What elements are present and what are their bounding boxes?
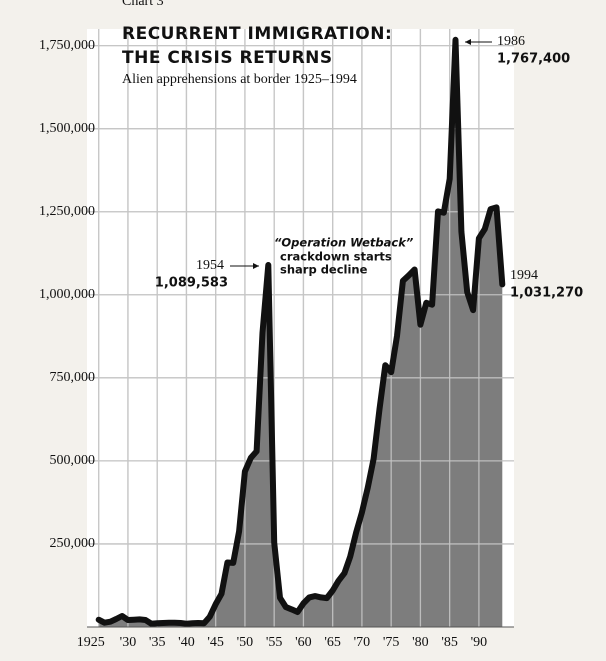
line bbox=[95, 36, 506, 627]
x-tick-label: '45 bbox=[207, 635, 224, 650]
x-tick-label: '65 bbox=[324, 635, 341, 650]
x-tick-label: '80 bbox=[412, 635, 429, 650]
x-tick-label: '50 bbox=[237, 635, 254, 650]
x-tick-label: '30 bbox=[120, 635, 137, 650]
chart-title: RECURRENT IMMIGRATION: bbox=[122, 24, 392, 44]
arrowhead bbox=[465, 39, 471, 45]
annotation-value: 1,089,583 bbox=[155, 276, 228, 291]
y-tick-label: 1,500,000 bbox=[39, 121, 95, 136]
chart-subtitle: Alien apprehensions at border 1925–1994 bbox=[122, 72, 357, 87]
x-tick-label: '85 bbox=[441, 635, 458, 650]
x-tick-label: '55 bbox=[266, 635, 283, 650]
x-tick-label: '90 bbox=[471, 635, 488, 650]
annotation-note: crackdown starts bbox=[280, 250, 392, 264]
arrowhead bbox=[253, 263, 259, 269]
x-tick-label: '70 bbox=[354, 635, 371, 650]
annotation-year: 1986 bbox=[497, 34, 525, 49]
y-tick-label: 750,000 bbox=[50, 370, 96, 385]
area bbox=[98, 39, 503, 628]
y-tick-label: 1,000,000 bbox=[39, 287, 95, 302]
chart-header: Chart 3 bbox=[122, 0, 164, 9]
y-tick-label: 1,750,000 bbox=[39, 38, 95, 53]
x-tick-label: 1925 bbox=[77, 635, 105, 650]
x-tick-label: '35 bbox=[149, 635, 166, 650]
annotation-note: “Operation Wetback” bbox=[274, 236, 414, 250]
y-tick-label: 1,250,000 bbox=[39, 204, 95, 219]
x-tick-label: '60 bbox=[295, 635, 312, 650]
annotation-year: 1954 bbox=[196, 258, 224, 273]
annotation-value: 1,767,400 bbox=[497, 52, 570, 67]
annotation-year: 1994 bbox=[510, 268, 538, 283]
plot-area: 250,000 500,000 750,000 1,000,000 1,250,000 1… bbox=[39, 29, 514, 650]
x-tick-label: '75 bbox=[383, 635, 400, 650]
chart-title: THE CRISIS RETURNS bbox=[122, 48, 333, 68]
annotation-note: sharp decline bbox=[280, 263, 368, 277]
annotation-value: 1,031,270 bbox=[510, 286, 583, 301]
y-tick-label: 250,000 bbox=[50, 536, 96, 551]
y-tick-label: 500,000 bbox=[50, 453, 96, 468]
x-tick-label: '40 bbox=[178, 635, 195, 650]
